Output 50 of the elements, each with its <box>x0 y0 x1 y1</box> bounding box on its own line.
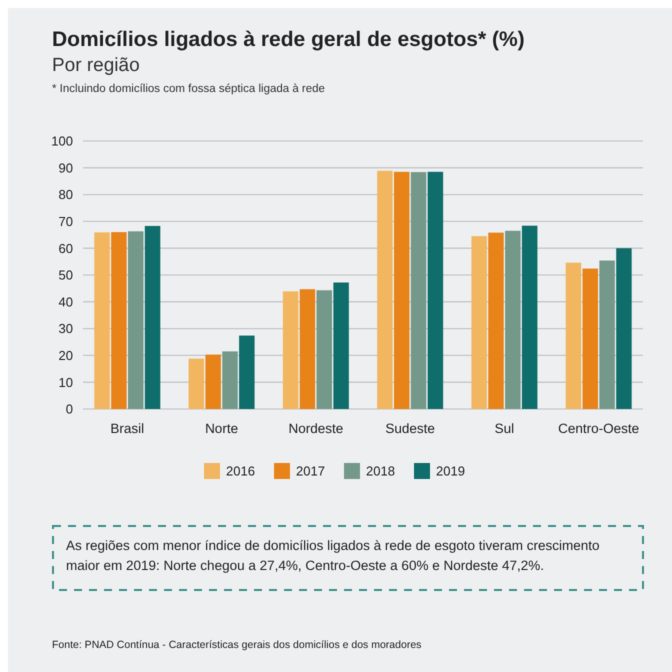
x-tick-label: Norte <box>205 421 238 436</box>
bar <box>410 172 426 409</box>
bar <box>144 226 160 409</box>
bar <box>377 170 393 409</box>
x-tick-label: Nordeste <box>288 421 344 436</box>
bar <box>599 260 615 409</box>
bar <box>111 232 127 409</box>
bar <box>582 268 598 409</box>
bar <box>616 248 632 409</box>
legend-label: 2019 <box>436 464 465 479</box>
bar <box>566 262 582 409</box>
x-tick-label: Sudeste <box>385 421 435 436</box>
y-tick-label: 60 <box>58 240 73 256</box>
legend-label: 2016 <box>226 464 255 479</box>
bar <box>428 172 444 409</box>
y-tick-label: 40 <box>58 294 73 310</box>
text: As regiões com menor índice de domicílios ligados à rede de esgoto tiveram crescimento maior em 2019: Norte chegou a 27,4%, Centro-Oeste a 60% e Nordeste 47,2%. <box>66 538 600 573</box>
bar <box>394 172 410 409</box>
y-tick-label: 30 <box>58 321 73 336</box>
bar <box>488 232 504 409</box>
y-tick-label: 100 <box>51 134 73 149</box>
bar <box>239 336 255 409</box>
bar <box>94 232 110 409</box>
source-note: Fonte: PNAD Contínua - Características gerais dos domicílios e dos moradores <box>52 639 422 651</box>
legend-label: 2017 <box>296 464 325 479</box>
bar <box>128 231 144 409</box>
bar <box>471 236 487 409</box>
text: * Incluindo domicílios com fossa séptica ligada à rede <box>52 83 325 95</box>
bar <box>505 230 521 409</box>
bar <box>316 290 332 409</box>
y-tick-label: 50 <box>58 268 73 283</box>
y-tick-label: 20 <box>58 348 73 363</box>
bar <box>188 358 204 409</box>
bar <box>333 282 349 409</box>
bar <box>205 354 221 409</box>
chart-title: Domicílios ligados à rede geral de esgotos* (%) <box>52 28 525 51</box>
bar <box>300 289 316 409</box>
x-tick-label: Brasil <box>110 421 144 436</box>
legend-label: 2018 <box>366 464 395 479</box>
x-tick-label: Sul <box>494 421 514 436</box>
y-tick-label: 70 <box>58 214 73 229</box>
y-tick-label: 90 <box>58 160 73 176</box>
bar <box>282 291 298 409</box>
bar <box>222 351 238 409</box>
y-tick-label: 80 <box>58 187 73 202</box>
chart-subtitle: Por região <box>52 55 140 76</box>
x-tick-label: Centro-Oeste <box>558 421 640 436</box>
bar <box>522 226 538 409</box>
y-tick-label: 10 <box>58 374 73 390</box>
y-tick-label: 0 <box>66 402 73 417</box>
